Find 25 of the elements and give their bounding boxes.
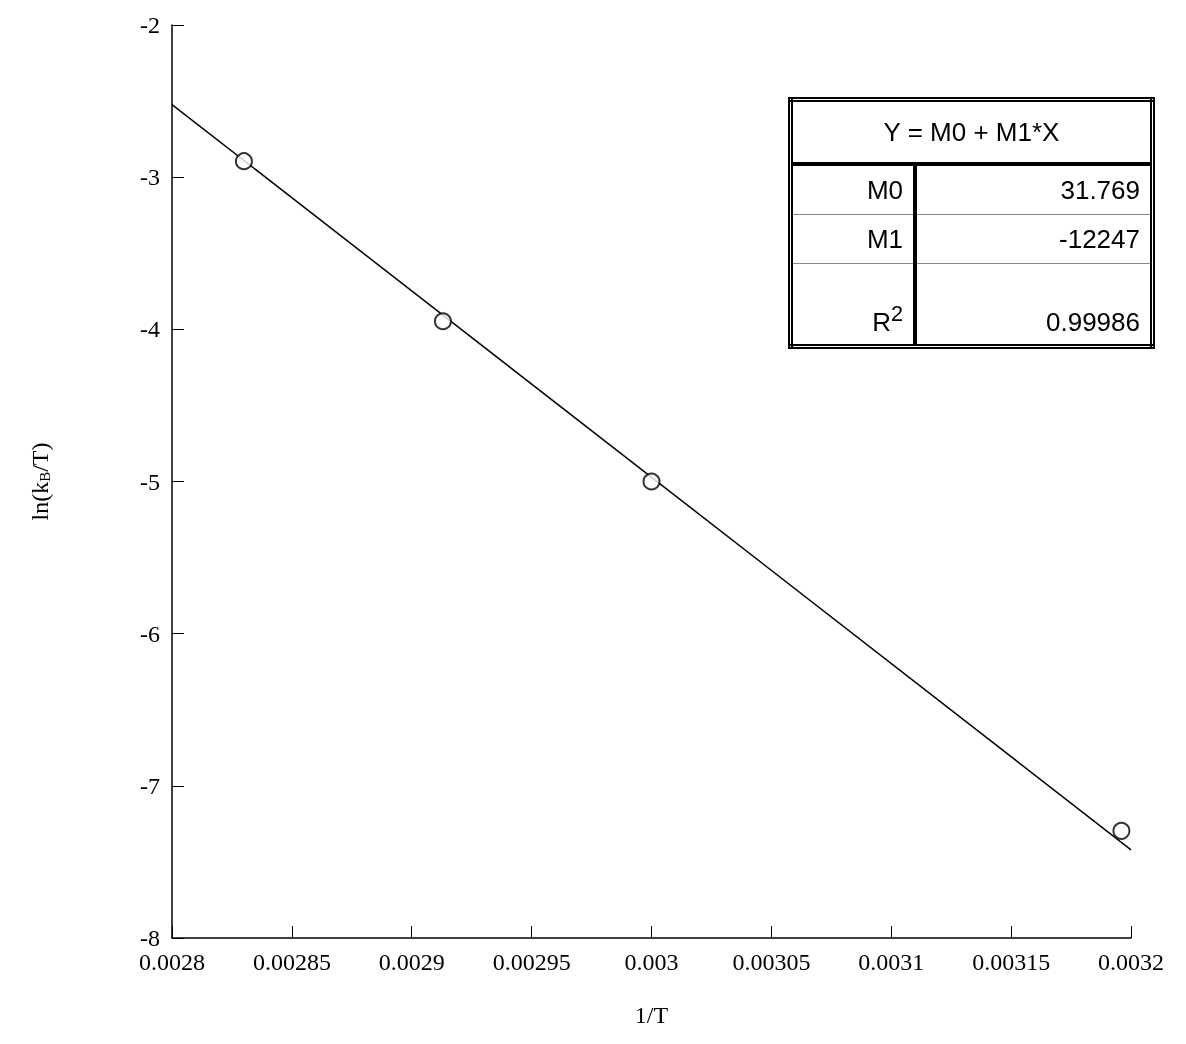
y-axis-title: ln(kB/T) [26, 442, 53, 521]
y-tick-label: -5 [140, 468, 160, 495]
x-tick-label: 0.003 [624, 949, 679, 975]
annotation: M0 [790, 164, 915, 215]
y-tick-label: -8 [140, 925, 160, 951]
x-axis-title: 1/T [634, 1002, 669, 1028]
x-tick-label: 0.0028 [139, 949, 205, 975]
x-tick-label: 0.00285 [252, 949, 331, 975]
x-tick-label: 0.00315 [972, 949, 1051, 975]
y-tick-label: -2 [140, 12, 160, 38]
annotation: Y = M0 + M1*X [790, 99, 1153, 164]
x-tick-label: 0.00305 [732, 949, 811, 975]
annotation: 0.99986 [915, 263, 1153, 347]
y-tick-label: -3 [140, 164, 160, 191]
annotation: 31.769 [915, 164, 1153, 215]
y-tick-label: -4 [140, 316, 160, 343]
x-tick-label: 0.0029 [378, 949, 445, 975]
y-tick-label: -7 [140, 772, 160, 799]
annotation: M1 [790, 214, 915, 264]
x-tick-label: 0.0031 [858, 949, 925, 975]
y-tick-label: -6 [140, 620, 160, 647]
annotation: -12247 [915, 214, 1153, 264]
annotation: R$^{2}$ [790, 263, 915, 347]
x-tick-label: 0.0032 [1098, 949, 1164, 975]
x-tick-label: 0.00295 [492, 949, 571, 975]
